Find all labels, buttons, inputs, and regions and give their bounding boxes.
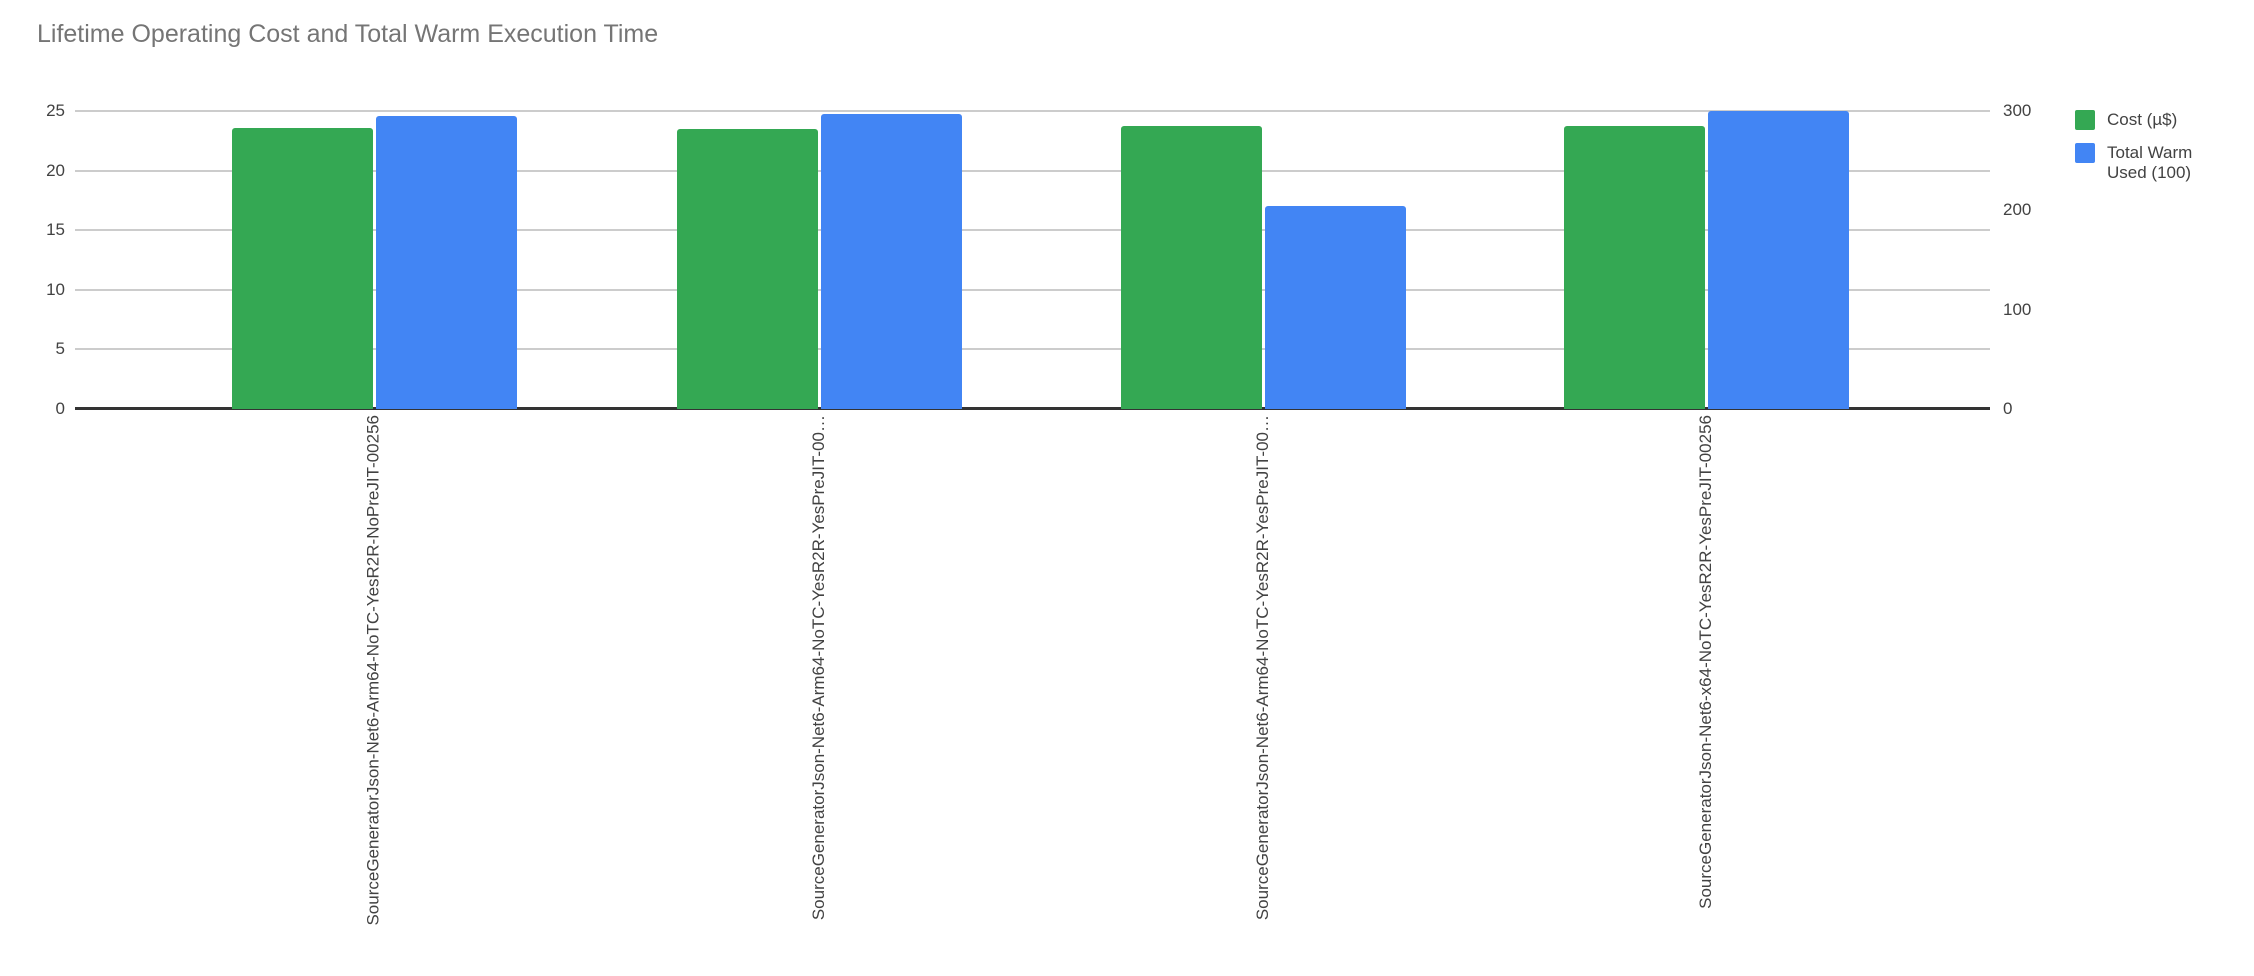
category-label: SourceGeneratorJson-Net6-Arm64-NoTC-YesR… <box>1253 415 1272 921</box>
legend-swatch-cost <box>2075 110 2095 130</box>
chart-title: Lifetime Operating Cost and Total Warm E… <box>37 20 659 48</box>
bar-total-warm[interactable] <box>375 116 517 409</box>
bar-total-warm[interactable] <box>820 114 962 409</box>
legend-swatch-total-warm <box>2075 143 2095 163</box>
bar-cost[interactable] <box>1563 126 1705 409</box>
left-axis-tick: 15 <box>46 220 65 239</box>
right-axis-tick: 100 <box>2003 300 2032 319</box>
bar-cost[interactable] <box>676 129 818 409</box>
right-axis-tick: 200 <box>2003 200 2032 219</box>
gridline <box>75 348 1990 350</box>
gridline <box>75 110 1990 112</box>
legend-label-cost: Cost (µ$) <box>2107 110 2178 129</box>
category-label: SourceGeneratorJson-Net6-Arm64-NoTC-YesR… <box>809 415 828 921</box>
left-axis-tick: 10 <box>46 280 65 299</box>
left-axis-tick: 0 <box>55 399 65 418</box>
left-axis-tick: 20 <box>46 161 65 180</box>
right-axis-tick: 0 <box>2003 399 2013 418</box>
gridline <box>75 229 1990 231</box>
x-axis-line <box>75 407 1990 410</box>
legend-label-total-warm: Total Warm Used (100) <box>2107 143 2193 182</box>
legend-item-cost[interactable]: Cost (µ$) <box>2075 110 2203 130</box>
left-axis-tick: 25 <box>46 101 65 120</box>
legend-item-total-warm[interactable]: Total Warm Used (100) <box>2075 143 2203 183</box>
bar-cost[interactable] <box>1120 126 1262 409</box>
gridline <box>75 289 1990 291</box>
bar-cost[interactable] <box>231 128 373 409</box>
gridline <box>75 170 1990 172</box>
right-axis-tick: 300 <box>2003 101 2032 120</box>
left-axis-tick: 5 <box>55 339 65 358</box>
category-label: SourceGeneratorJson-Net6-x64-NoTC-YesR2R… <box>1696 415 1715 909</box>
legend: Cost (µ$) Total Warm Used (100) <box>2075 110 2203 183</box>
category-label: SourceGeneratorJson-Net6-Arm64-NoTC-YesR… <box>364 415 383 926</box>
bar-total-warm[interactable] <box>1707 111 1849 409</box>
bar-total-warm[interactable] <box>1264 206 1406 409</box>
